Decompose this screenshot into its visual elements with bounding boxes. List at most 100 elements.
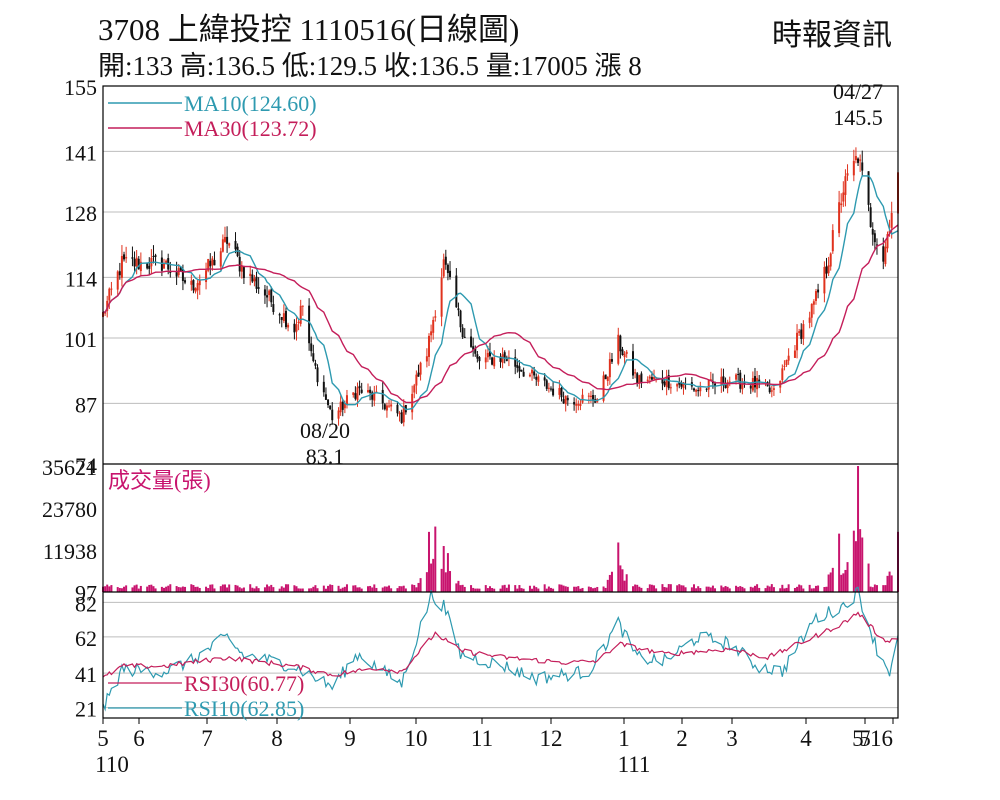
candle-body — [324, 394, 327, 400]
candle-body — [272, 304, 275, 312]
candle-body — [547, 387, 550, 389]
price-tick-label: 128 — [64, 201, 97, 226]
volume-bar — [446, 553, 449, 592]
candle-body — [808, 317, 811, 323]
volume-bar — [562, 585, 565, 592]
candle-body — [221, 239, 224, 252]
candle-body — [120, 256, 123, 278]
candle-body — [327, 399, 330, 406]
annotation-date: 04/27 — [833, 79, 883, 104]
volume-bar — [558, 584, 561, 592]
candle-body — [476, 354, 479, 359]
candle-body — [531, 369, 534, 374]
candle-body — [814, 291, 817, 301]
candle-body — [838, 202, 841, 234]
volume-bar — [648, 584, 651, 592]
volume-bar — [226, 587, 229, 592]
volume-bar — [478, 588, 481, 592]
candle-body — [184, 280, 187, 283]
volume-bar — [461, 584, 464, 592]
candle-body — [268, 290, 271, 296]
volume-bar — [228, 584, 231, 592]
candle-body — [354, 393, 357, 399]
volume-bar — [827, 574, 830, 592]
candle-body — [257, 287, 260, 289]
candle-body — [861, 162, 864, 171]
price-tick-label: 114 — [65, 266, 97, 291]
volume-bar — [253, 588, 256, 592]
volume-bar — [213, 588, 216, 592]
x-tick-label: 6 — [133, 726, 145, 751]
volume-bar — [398, 586, 401, 592]
candle-body — [440, 277, 443, 317]
volume-bar — [123, 586, 126, 592]
price-tick-label: 155 — [64, 75, 97, 100]
volume-bar — [371, 587, 374, 592]
candle-body — [331, 409, 334, 421]
candle-body — [358, 385, 361, 389]
annotation-date: 08/20 — [300, 418, 350, 443]
x-tick-label: 7 — [201, 726, 213, 751]
volume-bar — [388, 585, 391, 592]
volume-bar — [739, 586, 742, 592]
candle-body — [270, 289, 273, 303]
volume-bar — [177, 587, 180, 592]
candle-body — [592, 395, 595, 401]
candle-body — [705, 388, 708, 390]
candle-body — [432, 319, 435, 333]
candle-body — [341, 401, 344, 410]
candle-body — [714, 383, 717, 386]
candle-body — [724, 384, 727, 389]
candle-body — [255, 276, 258, 289]
volume-bar — [352, 585, 355, 592]
marks-layer — [102, 147, 899, 712]
volume-bar — [684, 587, 687, 592]
candle-body — [419, 362, 422, 375]
candle-body — [226, 236, 229, 244]
volume-bar — [236, 585, 239, 592]
volume-bar — [205, 586, 208, 592]
candle-body — [417, 372, 420, 377]
volume-bar — [120, 588, 123, 592]
candle-body — [484, 357, 487, 363]
candle-body — [793, 350, 796, 358]
rsi-tick-label: 62 — [75, 626, 97, 651]
candle-body — [310, 343, 313, 352]
volume-bar — [484, 585, 487, 592]
candle-body — [293, 323, 296, 333]
volume-bar — [724, 585, 727, 592]
candle-body — [606, 376, 609, 381]
candle-body — [882, 246, 885, 262]
candle-body — [589, 395, 592, 397]
volume-bar — [116, 587, 119, 592]
candle-body — [253, 278, 256, 282]
volume-bar — [587, 586, 590, 592]
candle-body — [316, 367, 319, 383]
volume-bar — [491, 587, 494, 592]
volume-bar — [449, 571, 452, 592]
volume-bar — [619, 565, 622, 592]
candle-body — [205, 270, 208, 283]
volume-bar — [238, 587, 241, 592]
volume-bar — [150, 584, 153, 592]
candle-body — [587, 395, 590, 397]
candle-body — [425, 356, 428, 362]
candle-body — [251, 274, 254, 282]
candle-body — [632, 351, 634, 376]
candle-body — [430, 331, 433, 336]
volume-bar — [678, 584, 681, 592]
volume-bar — [869, 586, 872, 592]
volume-bar — [522, 588, 525, 592]
candle-body — [638, 375, 641, 384]
candle-body — [352, 392, 355, 395]
candle-body — [385, 405, 388, 411]
volume-bar — [846, 562, 849, 592]
candle-body — [446, 264, 449, 274]
volume-bar — [106, 584, 109, 592]
volume-bar — [669, 584, 672, 592]
candle-body — [802, 324, 805, 339]
volume-bar — [316, 588, 319, 592]
volume-bar — [802, 588, 805, 592]
candle-body — [726, 382, 729, 389]
